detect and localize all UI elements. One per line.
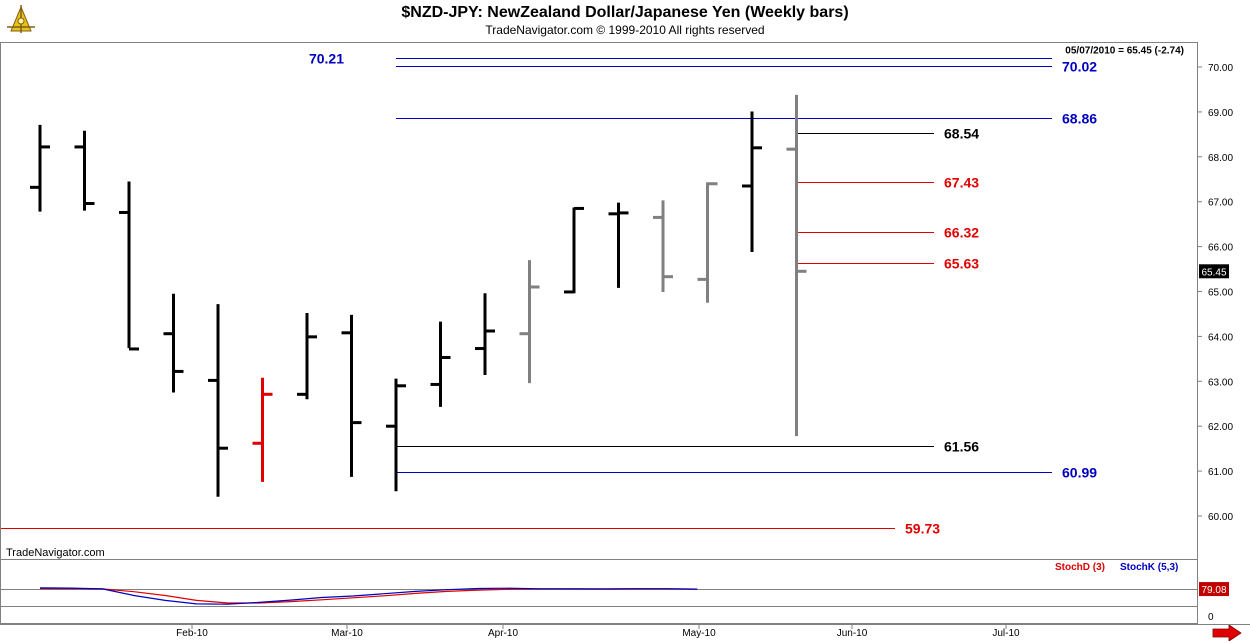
ohlc-bar xyxy=(430,321,451,407)
y-tick-label: 66.00 xyxy=(1208,243,1233,254)
y-tick-label: 65.00 xyxy=(1208,288,1233,299)
ohlc-bar xyxy=(742,111,762,252)
x-tick-label: Feb-10 xyxy=(176,628,208,639)
level-label: 68.54 xyxy=(944,126,979,142)
ohlc-bar xyxy=(475,293,495,376)
trade-navigator-logo xyxy=(7,5,35,33)
chart-frames xyxy=(0,42,1250,625)
stoch-last-value-label: 79.08 xyxy=(1201,585,1226,596)
stochastic-panel: StochD (3) StochK (5,3) 0 79.08 xyxy=(1,562,1229,623)
chart-title: $NZD-JPY: NewZealand Dollar/Japanese Yen… xyxy=(401,4,849,21)
ohlc-bar xyxy=(697,182,718,303)
x-tick-label: Mar-10 xyxy=(331,628,363,639)
x-tick-label: May-10 xyxy=(682,628,716,639)
level-label: 60.99 xyxy=(1062,465,1097,481)
level-label: 70.21 xyxy=(309,51,344,67)
stoch-series-line xyxy=(39,587,698,605)
y-tick-label: 70.00 xyxy=(1208,63,1233,74)
ohlc-bar xyxy=(386,378,406,492)
y-tick-label: 61.00 xyxy=(1208,467,1233,478)
level-label: 70.02 xyxy=(1062,59,1097,75)
ohlc-bar xyxy=(786,94,807,437)
indicator-panel-frame xyxy=(0,559,1198,624)
ohlc-bar xyxy=(252,377,273,482)
stoch-legend-d: StochD (3) xyxy=(1055,562,1105,573)
chart-subtitle: TradeNavigator.com © 1999-2010 All right… xyxy=(485,23,765,37)
level-label: 61.56 xyxy=(944,439,979,455)
y-tick-label: 63.00 xyxy=(1208,377,1233,388)
ohlc-bar xyxy=(519,260,540,384)
last-price-label: 65.45 xyxy=(1201,267,1226,278)
y-tick-label: 60.00 xyxy=(1208,512,1233,523)
ohlc-bar xyxy=(163,293,184,393)
ohlc-bar xyxy=(341,314,362,477)
y-tick-label: 64.00 xyxy=(1208,332,1233,343)
chart-header: $NZD-JPY: NewZealand Dollar/Japanese Yen… xyxy=(0,0,1250,42)
stoch-last-value-box xyxy=(1199,582,1229,597)
stoch-legend-k: StochK (5,3) xyxy=(1120,562,1178,573)
level-label: 67.43 xyxy=(944,175,979,191)
y-tick-label: 68.00 xyxy=(1208,153,1233,164)
ohlc-bar xyxy=(119,181,139,351)
y-tick-label: 62.00 xyxy=(1208,422,1233,433)
scroll-right-arrow-icon[interactable] xyxy=(1212,625,1242,641)
ohlc-bar xyxy=(74,130,95,211)
y-tick-label: 69.00 xyxy=(1208,108,1233,119)
ohlc-bar xyxy=(564,206,584,294)
ohlc-bar xyxy=(608,202,629,288)
level-label: 59.73 xyxy=(905,521,940,537)
x-axis: Feb-10 Mar-10 Apr-10 May-10 Jun-10 Jul-10 xyxy=(176,624,1020,639)
price-bars xyxy=(30,94,807,497)
ohlc-bar xyxy=(297,313,317,400)
x-tick-label: Jul-10 xyxy=(992,628,1020,639)
ohlc-bar xyxy=(30,124,50,212)
ohlc-bar xyxy=(208,304,228,497)
level-label: 65.63 xyxy=(944,256,979,272)
readout-text: 05/07/2010 = 65.45 (-2.74) xyxy=(1065,45,1184,56)
y-tick-label: 67.00 xyxy=(1208,198,1233,209)
level-label: 66.32 xyxy=(944,225,979,241)
price-y-axis: 60.00 61.00 62.00 63.00 64.00 65.00 66.00 67.00… xyxy=(1197,63,1233,523)
last-price-box xyxy=(1199,264,1229,279)
price-levels: 70.21 70.02 68.86 68.54 67.43 66.32 65.63 61.56… xyxy=(1,51,1097,537)
price-panel-frame xyxy=(0,42,1198,560)
ohlc-bar xyxy=(653,200,673,292)
x-tick-label: Jun-10 xyxy=(837,628,868,639)
watermark-text: TradeNavigator.com xyxy=(6,547,105,559)
stoch-y-tick-label: 0 xyxy=(1208,612,1214,623)
level-label: 68.86 xyxy=(1062,111,1097,127)
x-tick-label: Apr-10 xyxy=(488,628,518,639)
